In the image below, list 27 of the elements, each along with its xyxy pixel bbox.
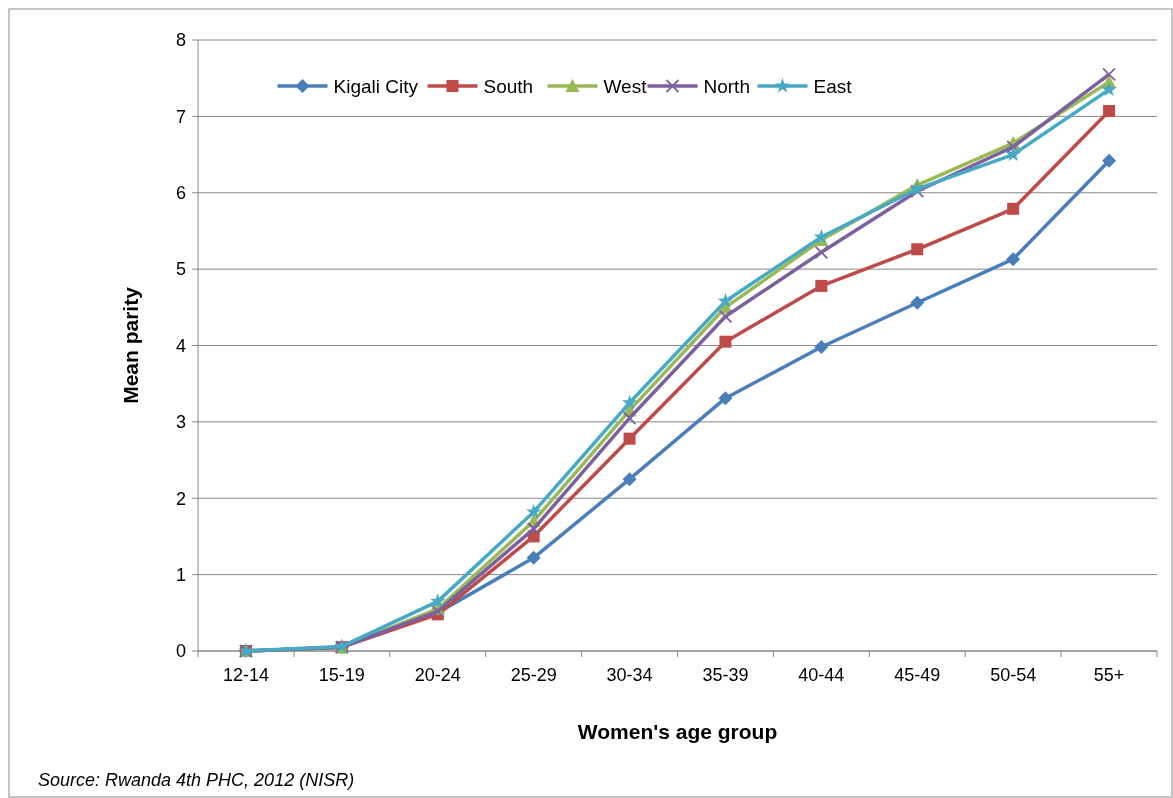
legend-label: Kigali City — [333, 75, 419, 97]
x-tick-label: 50-54 — [990, 665, 1037, 685]
y-tick-label: 5 — [175, 259, 186, 280]
y-tick-label: 1 — [175, 564, 186, 585]
legend-label: North — [703, 75, 750, 97]
x-tick-label: 20-24 — [414, 665, 461, 685]
y-tick-label: 7 — [175, 106, 186, 127]
x-axis-title: Women's age group — [577, 720, 778, 743]
y-tick-label: 2 — [175, 488, 186, 509]
y-tick-label: 0 — [175, 641, 186, 662]
x-tick-label: 35-39 — [702, 665, 749, 685]
y-tick-label: 6 — [175, 183, 186, 204]
x-tick-label: 12-14 — [222, 665, 269, 685]
legend-label: West — [603, 75, 648, 97]
x-tick-label: 45-49 — [894, 665, 941, 685]
legend-label: East — [813, 75, 853, 97]
x-tick-label: 40-44 — [798, 665, 845, 685]
source-note: Source: Rwanda 4th PHC, 2012 (NISR) — [38, 770, 355, 790]
y-tick-label: 8 — [175, 30, 186, 51]
y-tick-label: 3 — [175, 412, 186, 433]
legend-label: South — [483, 75, 534, 97]
y-tick-label: 4 — [175, 335, 186, 356]
y-axis-title: Mean parity — [119, 286, 142, 404]
x-tick-label: 25-29 — [510, 665, 557, 685]
x-tick-label: 15-19 — [318, 665, 365, 685]
x-tick-label: 30-34 — [606, 665, 653, 685]
x-tick-label: 55+ — [1093, 665, 1125, 685]
